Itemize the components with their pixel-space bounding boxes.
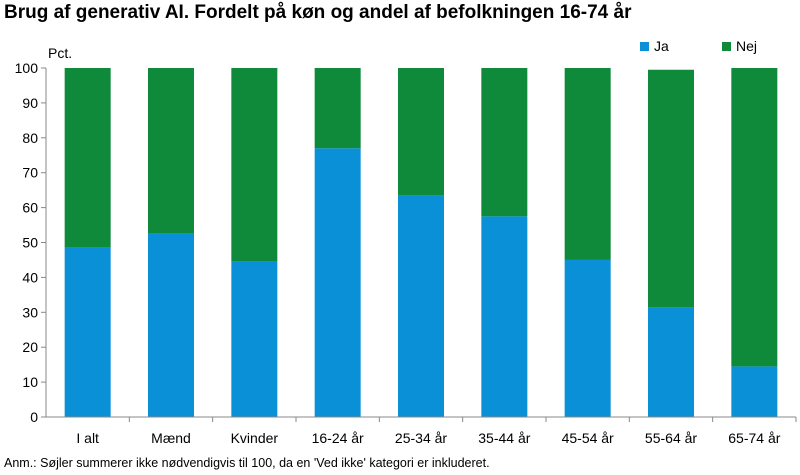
x-tick-label: 65-74 år xyxy=(728,430,780,446)
bar-ja xyxy=(231,261,278,417)
y-tick-label: 90 xyxy=(22,95,38,111)
bar-nej xyxy=(731,68,778,367)
y-tick-label: 10 xyxy=(22,374,38,390)
x-tick-label: 55-64 år xyxy=(645,430,697,446)
y-tick-label: 0 xyxy=(30,409,38,425)
bar-nej xyxy=(231,68,278,262)
legend-label-nej: Nej xyxy=(736,38,757,54)
x-tick-label: I alt xyxy=(76,430,99,446)
legend-label-ja: Ja xyxy=(654,38,669,54)
bar-nej xyxy=(314,68,361,149)
x-axis: I alt Mænd Kvinder 16-24 år 25-34 år 35-44 år… xyxy=(46,416,797,446)
y-tick-label: 60 xyxy=(22,200,38,216)
y-tick-label: 20 xyxy=(22,339,38,355)
bar-nej xyxy=(648,69,694,308)
x-tick-label: 16-24 år xyxy=(312,430,364,446)
bar-ja xyxy=(564,259,611,417)
x-tick-label: 35-44 år xyxy=(478,430,530,446)
bar-ja xyxy=(731,366,778,417)
y-tick-label: 50 xyxy=(22,235,38,251)
y-tick-label: 70 xyxy=(22,165,38,181)
y-tick-label: 80 xyxy=(22,130,38,146)
x-tick-label: Mænd xyxy=(151,430,191,446)
bar-nej xyxy=(148,68,194,234)
bar-ja xyxy=(648,307,694,417)
bar-ja xyxy=(64,247,111,417)
bar-ja xyxy=(398,195,444,417)
bar-ja xyxy=(148,233,194,417)
y-axis: Pct. 0 10 20 30 40 50 60 70 80 90 100 xyxy=(15,45,72,425)
y-axis-label: Pct. xyxy=(48,45,72,61)
y-tick-label: 100 xyxy=(15,60,39,76)
y-tick-label: 30 xyxy=(22,304,38,320)
bar-nej xyxy=(564,68,611,260)
bar-ja xyxy=(314,148,361,417)
legend-swatch-nej xyxy=(722,42,731,51)
legend-swatch-ja xyxy=(640,42,649,51)
bar-ja xyxy=(481,216,528,417)
bar-nej xyxy=(64,68,111,248)
chart-title: Brug af generativ AI. Fordelt på køn og … xyxy=(4,2,632,23)
bars xyxy=(64,68,778,417)
bar-nej xyxy=(398,68,444,196)
y-tick-label: 40 xyxy=(22,269,38,285)
bar-nej xyxy=(481,68,528,217)
x-tick-label: Kvinder xyxy=(231,430,279,446)
legend: Ja Nej xyxy=(640,38,757,54)
x-tick-label: 45-54 år xyxy=(562,430,614,446)
x-tick-label: 25-34 år xyxy=(395,430,447,446)
footnote: Anm.: Søjler summerer ikke nødvendigvis … xyxy=(4,456,490,470)
